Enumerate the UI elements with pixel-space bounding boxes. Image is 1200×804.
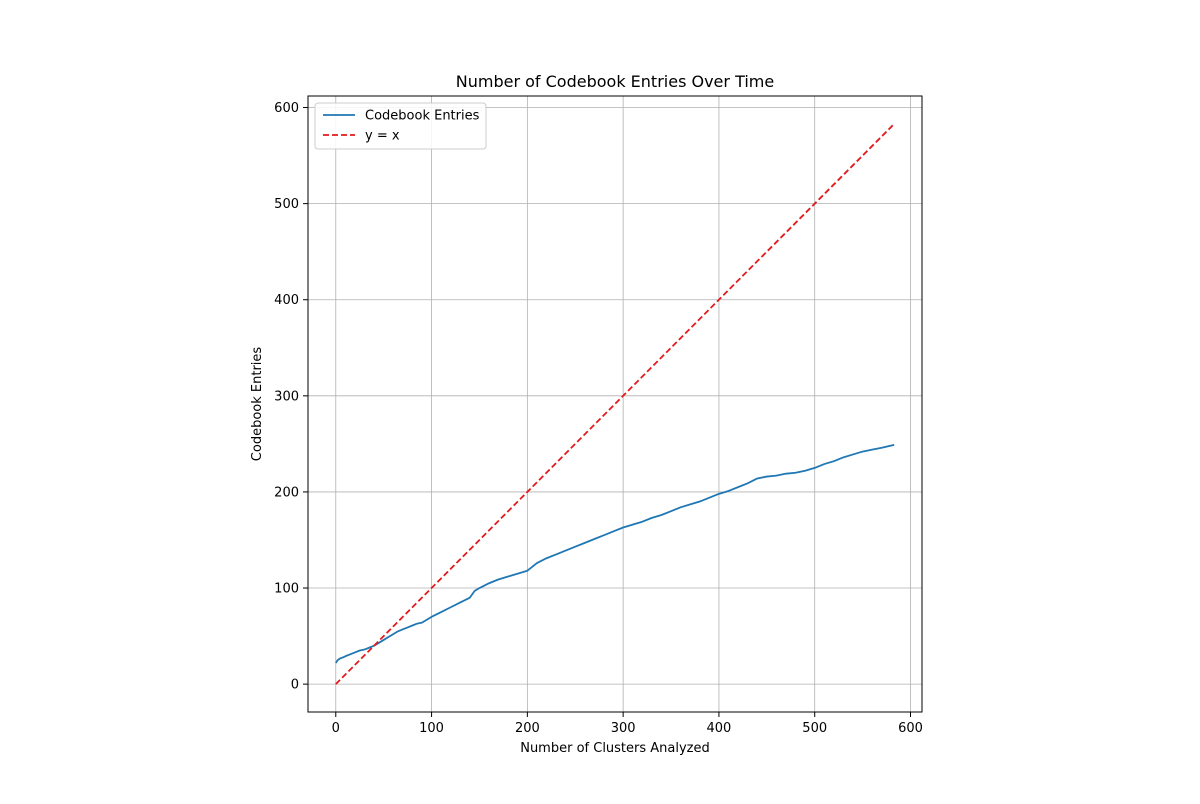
x-tick-label: 500 [802, 721, 827, 736]
y-tick-label: 400 [274, 293, 299, 308]
x-tick-label: 0 [332, 721, 340, 736]
y-tick-label: 0 [291, 678, 299, 693]
legend: Codebook Entries y = x [314, 102, 487, 150]
legend-box [314, 102, 487, 150]
x-tick-label: 600 [898, 721, 923, 736]
series-lines [335, 123, 895, 685]
y-tick-label: 600 [274, 101, 299, 116]
x-tick-label: 400 [707, 721, 732, 736]
x-tick-label: 200 [515, 721, 540, 736]
series-line-y-equals-x [335, 123, 895, 685]
x-tick-label: 100 [419, 721, 444, 736]
axis-ticks: 0 100 200 300 400 500 600 0 100 200 300 400 500 600 [274, 101, 923, 736]
y-tick-label: 100 [274, 582, 299, 597]
plot-area-frame [307, 95, 923, 713]
y-tick-label: 200 [274, 485, 299, 500]
x-tick-label: 300 [611, 721, 636, 736]
y-axis-title: Codebook Entries [250, 347, 265, 462]
series-line-codebook-entries [335, 443, 895, 664]
legend-label-y-equals-x: y = x [365, 129, 400, 144]
chart-title: Number of Codebook Entries Over Time [456, 72, 774, 91]
y-tick-label: 500 [274, 197, 299, 212]
grid-lines [308, 96, 922, 712]
y-tick-label: 300 [274, 389, 299, 404]
legend-label-codebook-entries: Codebook Entries [365, 109, 480, 124]
x-axis-title: Number of Clusters Analyzed [520, 741, 710, 756]
